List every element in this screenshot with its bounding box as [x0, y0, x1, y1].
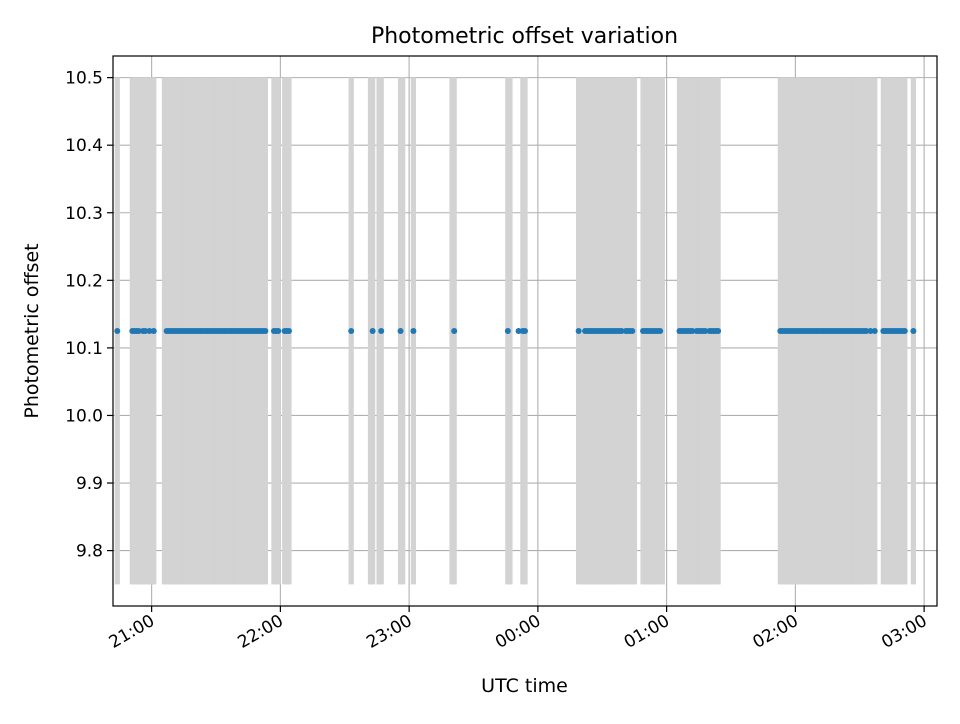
data-point [689, 328, 696, 334]
data-point [146, 328, 153, 334]
data-point [629, 328, 636, 334]
data-point [378, 328, 385, 334]
data-point [863, 328, 870, 334]
y-tick-label: 10.0 [65, 406, 103, 426]
data-point [504, 328, 511, 334]
y-tick-label: 10.1 [65, 339, 103, 359]
data-point [262, 328, 269, 334]
x-axis-label: UTC time [481, 675, 568, 697]
data-point [369, 328, 376, 334]
data-point [715, 328, 722, 334]
y-tick-label: 10.5 [65, 69, 103, 89]
plot-frame [112, 55, 938, 607]
data-point [142, 328, 149, 334]
data-points [114, 328, 917, 334]
data-point [702, 328, 709, 334]
data-point [275, 328, 282, 334]
y-tick-label: 10.4 [65, 136, 103, 156]
data-point [901, 328, 908, 334]
y-axis-label: Photometric offset [21, 243, 43, 418]
data-point [871, 328, 878, 334]
y-axis-ticks: 9.8 9.9 10.0 10.1 10.2 10.3 10.4 10.5 [65, 69, 113, 562]
data-point [618, 328, 625, 334]
y-tick-label: 9.8 [76, 542, 103, 562]
data-point [910, 328, 917, 334]
data-point [522, 328, 528, 334]
data-point [397, 328, 404, 334]
y-tick-label: 9.9 [76, 474, 103, 494]
data-point [150, 328, 157, 334]
data-point [515, 328, 522, 334]
data-point [348, 328, 355, 334]
data-point [114, 328, 121, 334]
y-tick-label: 10.3 [65, 204, 103, 224]
data-point [657, 328, 664, 334]
data-point [451, 328, 458, 334]
data-point [285, 328, 292, 334]
data-point [135, 328, 142, 334]
chart-title: Photometric offset variation [371, 24, 678, 49]
y-tick-label: 10.2 [65, 271, 103, 291]
data-point [575, 328, 582, 334]
data-point [867, 328, 874, 334]
data-point [410, 328, 417, 334]
